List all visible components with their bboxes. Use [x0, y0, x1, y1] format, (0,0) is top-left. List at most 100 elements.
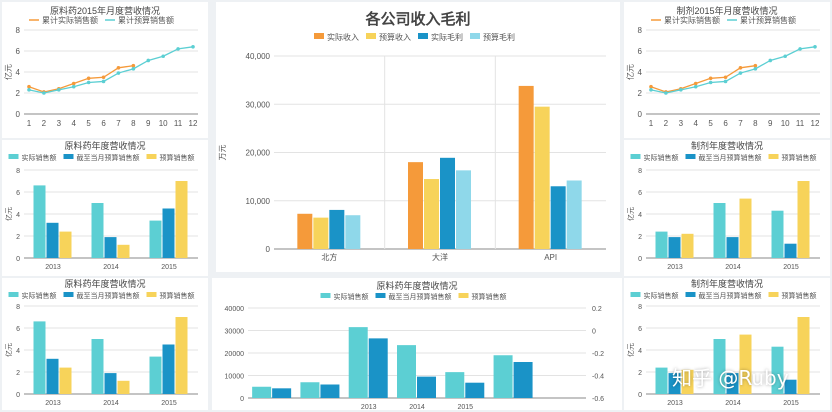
- data-point: [27, 84, 31, 89]
- series-line: [650, 65, 756, 93]
- x-tick-label: 2014: [725, 264, 741, 271]
- y-tick-label: 10000: [225, 374, 245, 381]
- y-tick-label: 0: [16, 256, 20, 263]
- bar: [175, 317, 188, 394]
- y-tick-label: 8: [16, 26, 21, 35]
- chart-title: 原料药年度营收情况: [64, 140, 145, 151]
- data-point: [649, 88, 653, 92]
- y-tick-label: 8: [638, 304, 642, 311]
- y-tick-label: 10,000: [246, 197, 271, 206]
- legend-swatch: [470, 33, 480, 39]
- chart-panel-prep-monthly: 制剂2015年月度营收情况 累计实际销售额 累计预算销售额 0 2 4 6 8 亿元 1 2 3 4 5 6…: [624, 2, 830, 138]
- legend-item: 累计预算销售额: [727, 15, 796, 25]
- legend-label: 预算销售额: [782, 153, 817, 162]
- bar: [797, 181, 810, 258]
- bar: [33, 321, 46, 394]
- legend-swatch: [314, 33, 324, 39]
- legend-item: 实际收入: [314, 32, 359, 42]
- legend-item: 截至当月预算销售额: [63, 153, 140, 162]
- data-point: [738, 66, 743, 70]
- legend-label: 实际销售额: [22, 153, 57, 162]
- bar: [320, 384, 340, 398]
- x-tick-label: 2013: [361, 404, 377, 410]
- legend-label: 实际销售额: [644, 291, 679, 300]
- chart-panel-raw-yearly-bottom: 原料药年度营收情况 实际销售额 截至当月预算销售额 预算销售额 0 2 4 6 8 亿元 2013 2…: [2, 278, 208, 410]
- y-axis-label: 亿元: [625, 64, 635, 80]
- legend-item: 实际销售额: [320, 292, 369, 301]
- x-tick-label: 北方: [321, 252, 337, 262]
- x-tick-label: 2013: [45, 264, 61, 271]
- data-point: [146, 58, 151, 63]
- x-tick-label: 7: [738, 119, 743, 128]
- bar: [726, 237, 739, 258]
- legend-swatch: [418, 33, 428, 39]
- y-tick-label: 0: [638, 110, 643, 119]
- legend-label: 预算销售额: [160, 153, 195, 162]
- bar: [175, 181, 188, 258]
- legend-item: 累计预算销售额: [105, 15, 174, 25]
- x-tick-label: 2: [664, 119, 669, 128]
- bar: [408, 162, 423, 249]
- data-point: [131, 63, 136, 68]
- y2-tick-label: -0.2: [592, 351, 604, 358]
- legend-swatch: [685, 292, 696, 297]
- bar: [417, 376, 436, 398]
- x-tick-label: 9: [146, 119, 151, 128]
- bar: [445, 372, 465, 398]
- bar: [726, 373, 739, 394]
- bar: [668, 373, 681, 394]
- y2-tick-label: -0.4: [592, 374, 604, 381]
- legend-label: 预算收入: [379, 32, 411, 42]
- bar: [300, 382, 320, 398]
- data-point: [708, 80, 713, 85]
- bar: [149, 356, 162, 394]
- data-point: [57, 88, 61, 92]
- x-tick-label: 2013: [45, 400, 61, 407]
- bar: [797, 317, 810, 394]
- x-tick-label: 2015: [783, 400, 799, 407]
- y-tick-label: 40000: [225, 306, 245, 313]
- legend-item: 截至当月预算销售额: [685, 291, 762, 300]
- y-tick-label: 2: [16, 370, 20, 377]
- legend-label: 预算销售额: [160, 291, 195, 300]
- bar: [456, 170, 471, 249]
- y-tick-label: 20,000: [246, 149, 271, 158]
- y-tick-label: 2: [638, 370, 642, 377]
- legend-label: 截至当月预算销售额: [77, 153, 140, 162]
- y-tick-label: 8: [16, 168, 20, 175]
- x-tick-label: 6: [101, 119, 106, 128]
- y-tick-label: 6: [16, 47, 21, 56]
- y-tick-label: 6: [638, 47, 643, 56]
- bar: [655, 367, 668, 394]
- y-axis-label: 亿元: [4, 207, 13, 221]
- legend-swatch: [8, 292, 19, 297]
- bar: [252, 386, 272, 398]
- y-tick-label: 2: [638, 89, 643, 98]
- x-tick-label: 9: [768, 119, 773, 128]
- legend-swatch: [146, 154, 157, 159]
- legend-item: 预算销售额: [768, 153, 817, 162]
- bar: [566, 180, 582, 249]
- y-tick-label: 2: [16, 89, 21, 98]
- legend-swatch: [768, 292, 779, 297]
- legend-swatch: [375, 293, 386, 298]
- legend-swatch: [685, 154, 696, 159]
- chart-panel-raw-yearly-top: 原料药年度营收情况 实际销售额 截至当月预算销售额 预算销售额 0 2 4 6 8 亿元 2013 2…: [2, 140, 208, 276]
- bar: [784, 379, 797, 394]
- bar: [518, 85, 534, 249]
- y-tick-label: 6: [16, 326, 20, 333]
- y-axis-label: 亿元: [626, 343, 635, 357]
- legend-label: 累计实际销售额: [664, 15, 720, 25]
- y-tick-label: 0: [638, 392, 642, 399]
- data-point: [723, 79, 728, 84]
- data-point: [768, 58, 773, 63]
- legend-label: 截至当月预算销售额: [77, 291, 140, 300]
- data-point: [798, 47, 802, 51]
- y-tick-label: 4: [16, 212, 20, 219]
- bar: [713, 203, 726, 258]
- legend-label: 截至当月预算销售额: [389, 292, 452, 301]
- legend-swatch: [630, 292, 641, 297]
- data-point: [101, 79, 106, 84]
